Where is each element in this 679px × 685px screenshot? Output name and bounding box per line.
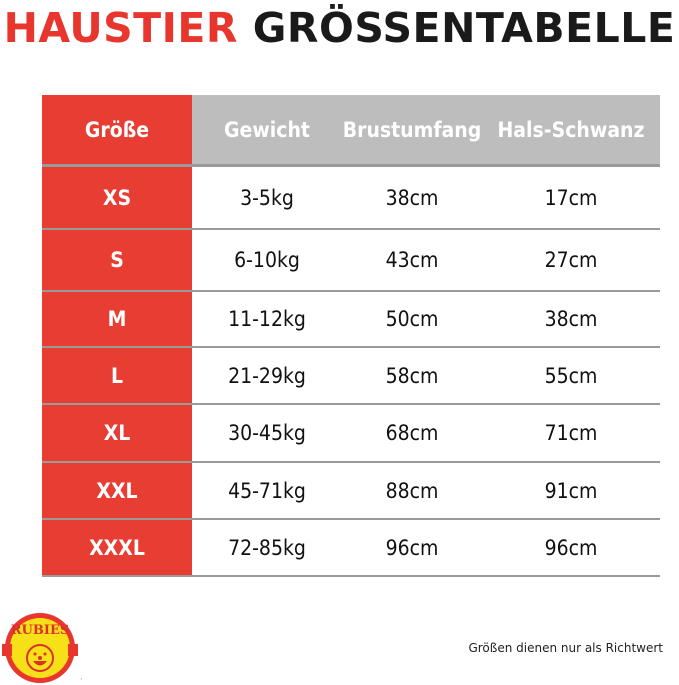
- table-cell: 71cm: [544, 421, 598, 445]
- header-cell: Brustumfang: [342, 117, 482, 142]
- svg-text:RUBIES: RUBIES: [11, 623, 70, 638]
- rubies-logo: RUBIES ™: [2, 613, 82, 684]
- table-row: XXXL 72-85kg 96cm 96cm: [42, 520, 660, 577]
- table-cell: 68cm: [385, 421, 439, 445]
- table-cell: 45-71kg: [228, 478, 306, 503]
- table-row: L 21-29kg 58cm 55cm: [42, 348, 660, 405]
- table-row: XL 30-45kg 68cm 71cm: [42, 405, 660, 463]
- table-cell: 30-45kg: [228, 421, 306, 445]
- table-cell: 88cm: [385, 478, 439, 503]
- svg-text:™: ™: [80, 678, 82, 684]
- size-label: XXL: [42, 463, 192, 518]
- table-cell: 96cm: [544, 535, 598, 560]
- table-cell: 38cm: [385, 185, 439, 210]
- header-cell: Gewicht: [224, 117, 310, 142]
- size-label: M: [42, 292, 192, 346]
- header-cell: Hals-Schwanz: [497, 117, 645, 142]
- size-table: Größe Gewicht Brustumfang Hals-Schwanz X…: [42, 95, 660, 577]
- table-cell: 96cm: [385, 535, 439, 560]
- table-row: XXL 45-71kg 88cm 91cm: [42, 463, 660, 520]
- table-row: S 6-10kg 43cm 27cm: [42, 230, 660, 292]
- table-header: Größe Gewicht Brustumfang Hals-Schwanz: [42, 95, 660, 167]
- size-label: L: [42, 348, 192, 403]
- table-cell: 55cm: [544, 363, 598, 388]
- table-cell: 3-5kg: [240, 185, 294, 210]
- disclaimer-note: Größen dienen nur als Richtwert: [468, 641, 663, 655]
- table-row: M 11-12kg 50cm 38cm: [42, 292, 660, 348]
- page-title: HAUSTIER GRÖSSENTABELLE: [3, 4, 676, 52]
- size-label: XS: [42, 167, 192, 228]
- size-label: XL: [42, 405, 192, 461]
- table-cell: 17cm: [544, 185, 598, 210]
- table-cell: 50cm: [385, 307, 439, 331]
- table-cell: 38cm: [544, 307, 598, 331]
- table-cell: 72-85kg: [228, 535, 306, 560]
- table-cell: 11-12kg: [228, 307, 306, 331]
- header-cell: Größe: [42, 95, 192, 164]
- table-row: XS 3-5kg 38cm 17cm: [42, 167, 660, 230]
- table-cell: 91cm: [544, 478, 598, 503]
- table-cell: 27cm: [544, 248, 598, 272]
- table-cell: 58cm: [385, 363, 439, 388]
- table-cell: 43cm: [385, 248, 439, 272]
- size-label: S: [42, 230, 192, 290]
- table-cell: 6-10kg: [234, 248, 300, 272]
- size-label: XXXL: [42, 520, 192, 575]
- table-cell: 21-29kg: [228, 363, 306, 388]
